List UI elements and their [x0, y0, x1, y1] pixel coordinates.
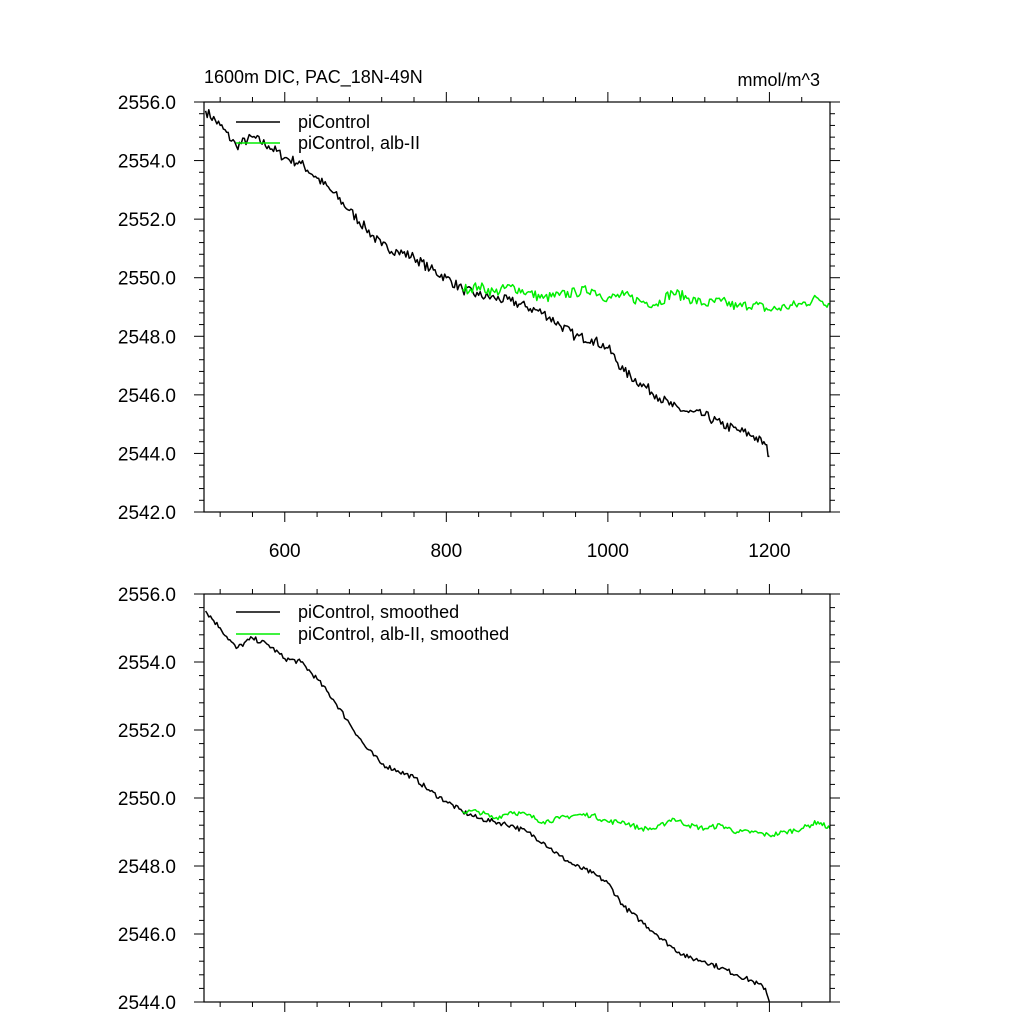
y-tick-label: 2548.0	[118, 327, 176, 348]
top-plot-panel: 1600m DIC, PAC_18N-49N mmol/m^3 2542.0 25…	[118, 67, 840, 562]
y-tick-label: 2544.0	[118, 993, 176, 1014]
series-line-picontrol	[204, 610, 771, 1003]
x-tick-label: 1000	[587, 541, 629, 562]
y-tick-label: 2546.0	[118, 925, 176, 946]
plot-frame	[203, 593, 831, 1003]
y-tick-label: 2554.0	[118, 152, 176, 173]
chart-title: 1600m DIC, PAC_18N-49N	[204, 67, 423, 88]
series-line-alb-ii	[461, 282, 831, 312]
x-tick-label: 1200	[748, 541, 790, 562]
y-tick-label: 2542.0	[118, 503, 176, 524]
y-tick-label: 2544.0	[118, 444, 176, 465]
y-tick-label: 2550.0	[118, 789, 176, 810]
legend-label: piControl	[298, 112, 370, 132]
y-tick-label: 2546.0	[118, 386, 176, 407]
y-tick-label: 2548.0	[118, 857, 176, 878]
x-tick-label: 800	[430, 541, 462, 562]
y-tick-label: 2550.0	[118, 269, 176, 290]
legend-label: piControl, smoothed	[298, 602, 459, 622]
legend-label: piControl, alb-II	[298, 133, 420, 153]
series-line-picontrol	[204, 108, 770, 458]
plot-frame	[203, 101, 831, 513]
legend: piControl piControl, alb-II	[236, 112, 420, 153]
legend-label: piControl, alb-II, smoothed	[298, 624, 509, 644]
y-tick-label: 2556.0	[118, 93, 176, 114]
y-tick-label: 2552.0	[118, 721, 176, 742]
bottom-plot-panel: 2544.0 2546.0 2548.0 2550.0 2552.0 2554.0 2556…	[118, 584, 840, 1014]
units-label: mmol/m^3	[738, 70, 820, 90]
y-tick-label: 2556.0	[118, 585, 176, 606]
y-tick-label: 2552.0	[118, 210, 176, 231]
legend: piControl, smoothed piControl, alb-II, s…	[236, 602, 509, 644]
x-tick-label: 600	[269, 541, 301, 562]
series-line-alb-ii	[462, 809, 831, 838]
y-tick-label: 2554.0	[118, 653, 176, 674]
